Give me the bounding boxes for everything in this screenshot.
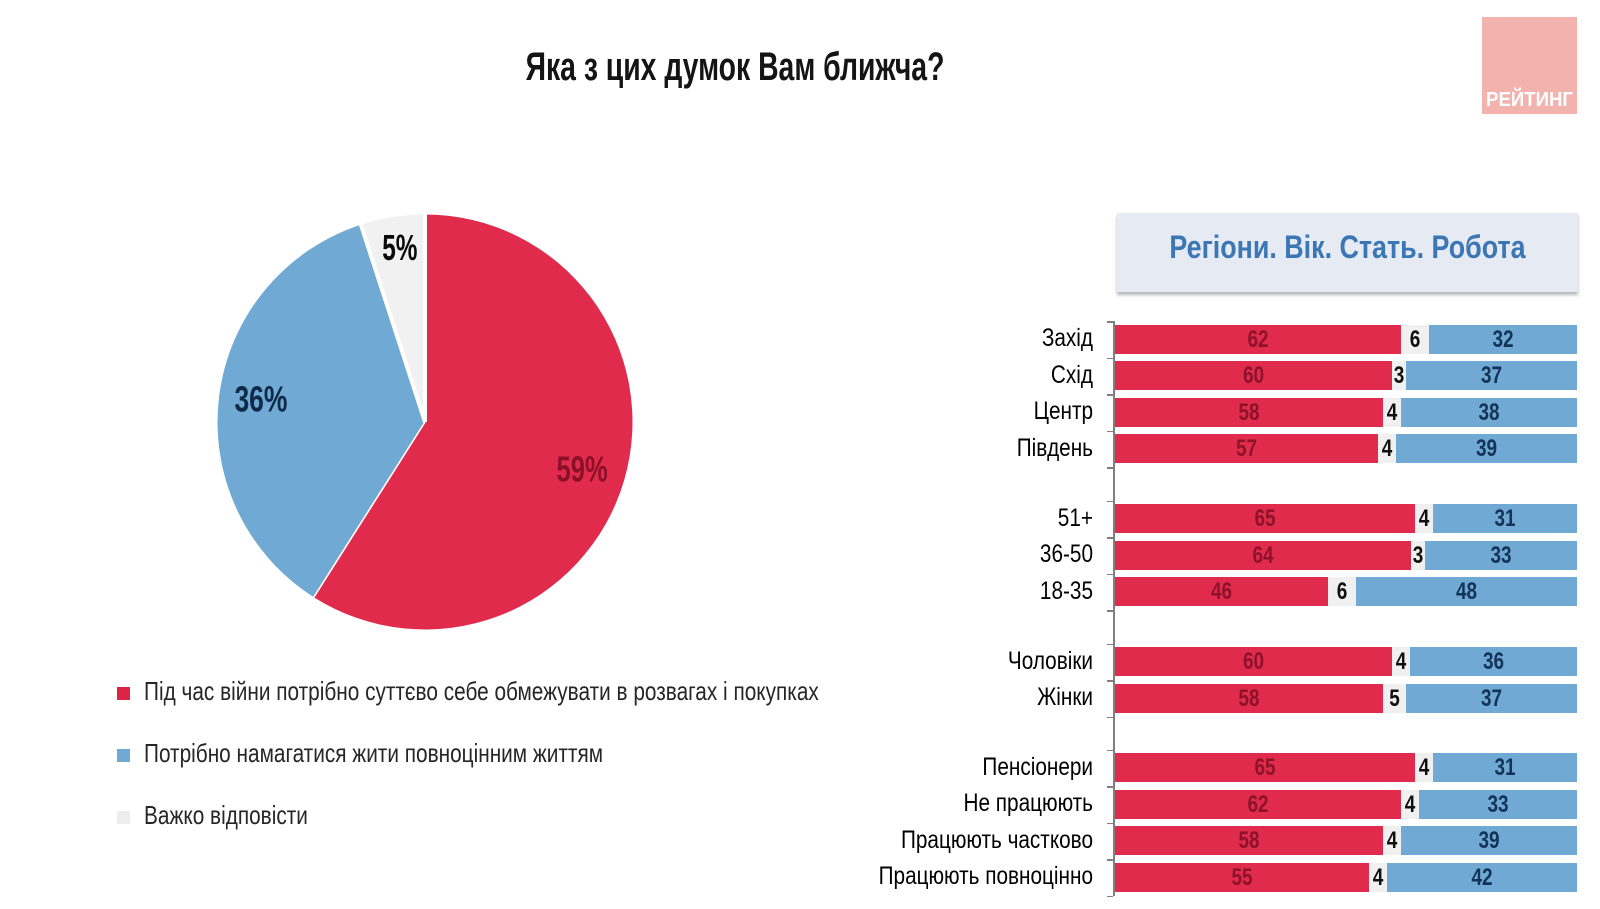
svg-text:5%: 5% bbox=[382, 228, 417, 269]
svg-text:59%: 59% bbox=[556, 449, 607, 489]
svg-text:36%: 36% bbox=[234, 379, 287, 420]
